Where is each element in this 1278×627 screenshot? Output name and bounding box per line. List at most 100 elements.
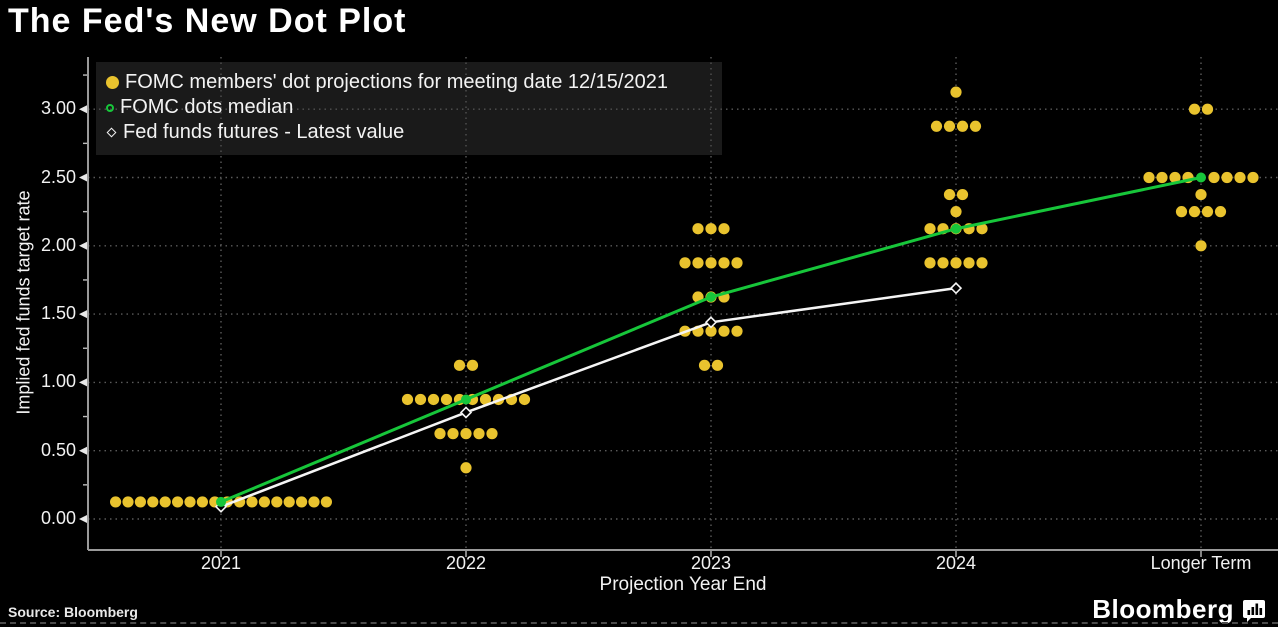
- fomc-dot: [453, 359, 466, 371]
- chart-title: The Fed's New Dot Plot: [8, 2, 407, 40]
- fomc-dot: [1201, 206, 1214, 218]
- fomc-dot: [1175, 206, 1188, 218]
- fomc-dot: [692, 257, 704, 269]
- fomc-dot: [943, 188, 956, 201]
- fomc-dot: [937, 257, 949, 269]
- legend-item-fomc-dots: FOMC members' dot projections for meetin…: [106, 70, 710, 95]
- fomc-dot: [956, 188, 969, 201]
- median-circle-marker: [951, 223, 961, 234]
- y-axis-title: Implied fed funds target rate: [13, 190, 34, 415]
- bloomberg-wordmark: Bloomberg: [1092, 594, 1234, 624]
- green-ring-icon: [106, 103, 114, 112]
- median-circle-marker: [461, 394, 471, 405]
- fomc-dot: [134, 496, 146, 508]
- white-diamond-icon: [106, 127, 117, 138]
- y-tick-label: 1.50: [40, 303, 76, 324]
- fomc-dot: [924, 257, 936, 269]
- fomc-dot: [122, 496, 134, 508]
- fomc-dot: [924, 223, 936, 235]
- fomc-dot: [427, 393, 440, 406]
- fomc-dot: [308, 496, 320, 508]
- fomc-dot: [1208, 171, 1220, 184]
- fomc-dot: [196, 496, 208, 508]
- futures-line: [220, 286, 957, 508]
- fomc-dot: [705, 257, 717, 269]
- fomc-dot: [976, 223, 988, 235]
- y-tick-arrow: [79, 309, 88, 319]
- fomc-dot: [711, 359, 724, 371]
- fomc-dot: [434, 428, 446, 440]
- fomc-dot: [518, 393, 531, 406]
- y-tick-label: 0.00: [40, 508, 76, 528]
- fomc-dot: [969, 120, 982, 132]
- x-tick-label: 2023: [690, 553, 732, 573]
- fomc-dot: [930, 120, 943, 132]
- y-tick-label: 3.00: [40, 98, 76, 119]
- fomc-dot: [692, 223, 704, 235]
- fomc-dot: [460, 462, 472, 474]
- fomc-dot: [466, 359, 479, 371]
- fomc-dot: [1247, 171, 1259, 184]
- fomc-dot: [718, 223, 730, 235]
- bloomberg-logo: Bloomberg: [1092, 594, 1266, 625]
- y-tick-arrow: [79, 446, 88, 456]
- fomc-dot: [1188, 103, 1201, 115]
- fomc-dot: [1221, 171, 1233, 184]
- yellow-dot-icon: [106, 76, 119, 89]
- bloomberg-terminal-icon: [1243, 599, 1265, 622]
- fomc-dot: [486, 428, 498, 440]
- fomc-dot: [956, 120, 969, 132]
- median-circle-marker: [706, 292, 716, 303]
- x-tick-label: Longer Term: [1150, 553, 1252, 573]
- fomc-dot: [1188, 206, 1201, 218]
- fomc-dot: [447, 428, 459, 440]
- fomc-dot: [718, 257, 730, 269]
- fomc-dot: [296, 496, 308, 508]
- fomc-dot: [679, 257, 691, 269]
- fomc-dot: [1234, 171, 1246, 184]
- median-circle-marker: [216, 496, 226, 507]
- source-attribution: Source: Bloomberg: [8, 604, 138, 620]
- fomc-dot: [698, 359, 711, 371]
- fomc-dot: [401, 393, 414, 406]
- fomc-dot: [950, 206, 962, 218]
- fomc-dot: [950, 86, 962, 98]
- y-tick-arrow: [79, 104, 88, 114]
- y-tick-arrow: [79, 241, 88, 251]
- fomc-dot: [1195, 240, 1207, 252]
- fomc-dot: [473, 428, 485, 440]
- legend-label: FOMC members' dot projections for meetin…: [125, 71, 668, 93]
- fomc-dot: [1195, 188, 1207, 201]
- fomc-dot: [718, 325, 730, 337]
- fomc-dot: [1169, 171, 1181, 184]
- fomc-dot: [271, 496, 283, 508]
- y-tick-label: 2.00: [40, 234, 76, 255]
- legend-item-median: FOMC dots median: [106, 95, 710, 120]
- fomc-dot: [159, 496, 171, 508]
- y-tick-label: 1.00: [40, 371, 76, 392]
- futures-diamond-marker: [704, 316, 718, 329]
- fomc-dot: [731, 257, 743, 269]
- legend-label: FOMC dots median: [120, 96, 294, 118]
- fomc-dot: [258, 496, 270, 508]
- futures-diamond-marker: [459, 406, 473, 419]
- fomc-dot: [976, 257, 988, 269]
- y-tick-label: 0.50: [40, 439, 76, 460]
- fomc-dot: [705, 223, 717, 235]
- fomc-dot: [731, 325, 743, 337]
- fomc-dot: [1201, 103, 1214, 115]
- median-circle-marker: [1196, 172, 1206, 183]
- fomc-dot: [110, 496, 122, 508]
- fomc-dot: [184, 496, 196, 508]
- bottom-divider: [0, 622, 1278, 624]
- x-tick-label: 2022: [445, 553, 487, 573]
- chart-legend: FOMC members' dot projections for meetin…: [96, 62, 722, 155]
- x-axis-title: Projection Year End: [599, 574, 767, 595]
- y-tick-arrow: [79, 173, 88, 182]
- fomc-dot: [246, 496, 258, 508]
- legend-label: Fed funds futures - Latest value: [123, 121, 405, 143]
- fomc-dot: [943, 120, 956, 132]
- fomc-dot: [963, 257, 975, 269]
